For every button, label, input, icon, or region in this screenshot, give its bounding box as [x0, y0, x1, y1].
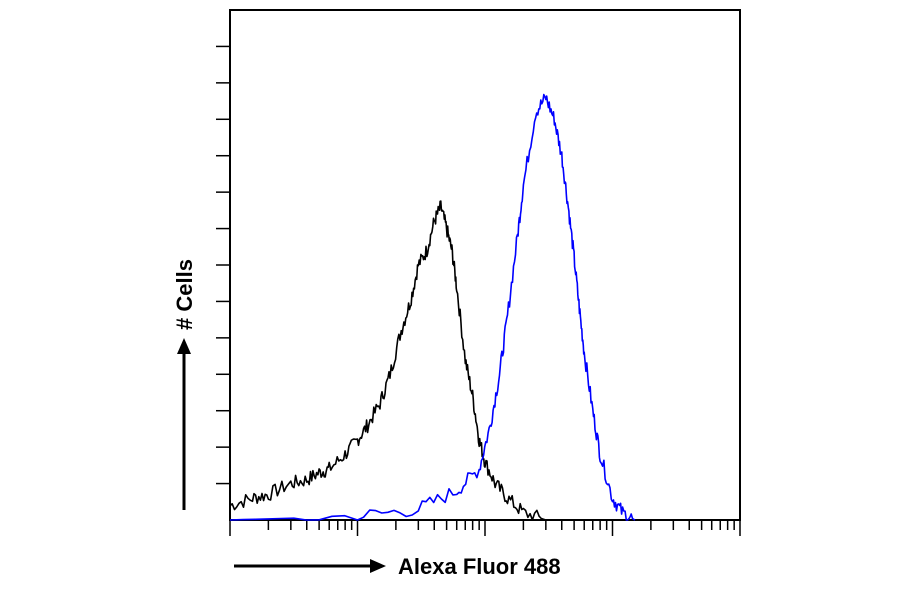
x-axis-arrow-head: [370, 559, 386, 573]
y-axis-arrow-head: [177, 338, 191, 354]
series-line-1: [229, 200, 547, 521]
x-axis-label: Alexa Fluor 488: [398, 554, 561, 579]
series-layer: [229, 93, 636, 521]
series-line-2: [229, 93, 636, 521]
x-axis-ticks: [229, 520, 741, 536]
y-axis-label: # Cells: [172, 259, 197, 330]
y-axis-ticks: [216, 45, 230, 485]
